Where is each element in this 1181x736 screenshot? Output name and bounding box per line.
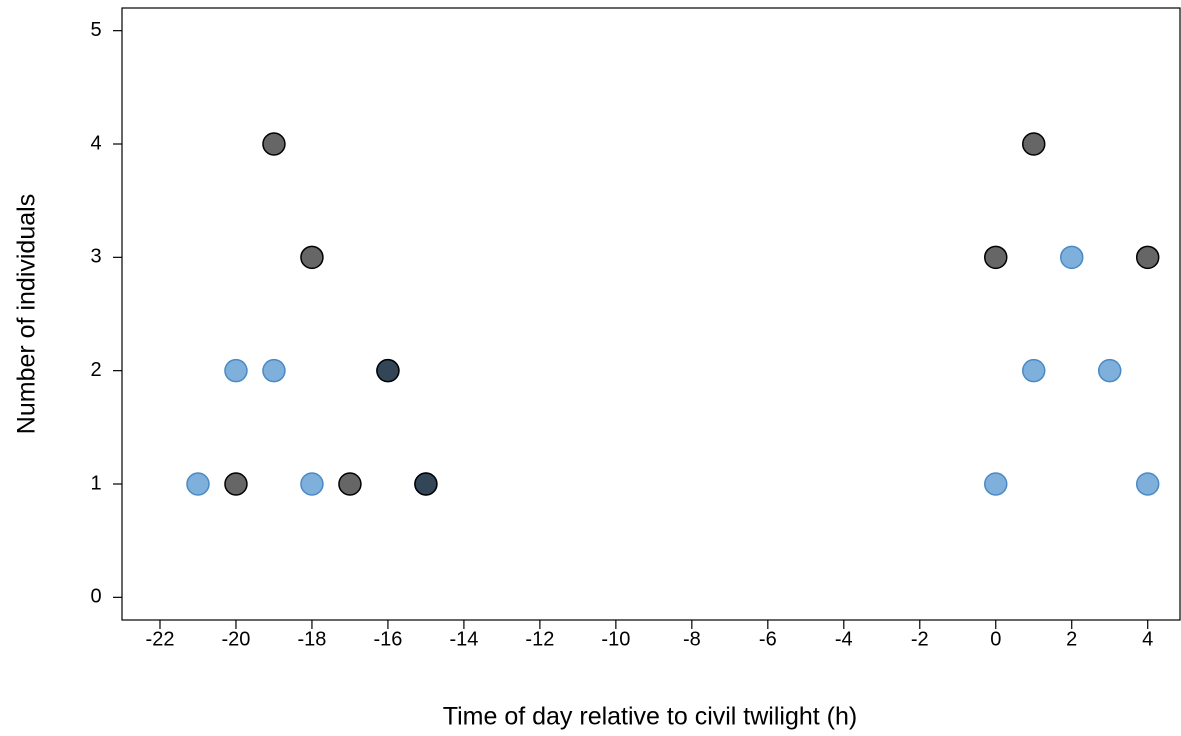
y-tick-label: 0: [90, 586, 101, 608]
x-tick-label: -18: [297, 628, 326, 650]
x-tick-label: -12: [525, 628, 554, 650]
x-tick-label: 4: [1142, 628, 1153, 650]
point: [1135, 472, 1160, 496]
point: [224, 358, 248, 383]
y-tick-label: 5: [90, 19, 101, 41]
x-tick-label: 0: [990, 628, 1001, 650]
x-tick-label: -14: [449, 628, 478, 650]
x-tick-label: -16: [373, 628, 402, 650]
point: [1021, 358, 1046, 383]
point: [1059, 245, 1084, 270]
plot-frame: [121, 7, 1181, 621]
point: [414, 472, 438, 496]
y-tick-label: 3: [90, 246, 101, 268]
point: [1021, 132, 1046, 156]
point: [1135, 245, 1160, 270]
point: [376, 358, 400, 383]
x-tick-label: -10: [601, 628, 630, 650]
x-tick-label: -2: [911, 628, 929, 650]
point: [300, 245, 324, 270]
y-tick-label: 1: [90, 472, 101, 494]
x-tick-label: -22: [146, 628, 175, 650]
y-tick-label: 2: [90, 359, 101, 381]
x-tick-label: -20: [222, 628, 251, 650]
x-tick-label: -8: [683, 628, 701, 650]
point: [984, 245, 1008, 270]
point: [1097, 358, 1122, 383]
point: [984, 472, 1008, 496]
point: [262, 132, 286, 156]
y-axis-title: Number of individuals: [13, 194, 41, 434]
point: [338, 472, 362, 496]
y-tick-label: 4: [90, 132, 101, 154]
x-tick-label: -6: [759, 628, 777, 650]
x-tick-label: 2: [1066, 628, 1077, 650]
x-tick-label: -4: [835, 628, 853, 650]
x-axis-title: Time of day relative to civil twilight (…: [443, 703, 857, 731]
point: [300, 472, 324, 496]
point: [186, 472, 210, 496]
point: [262, 358, 286, 383]
point: [224, 472, 248, 496]
